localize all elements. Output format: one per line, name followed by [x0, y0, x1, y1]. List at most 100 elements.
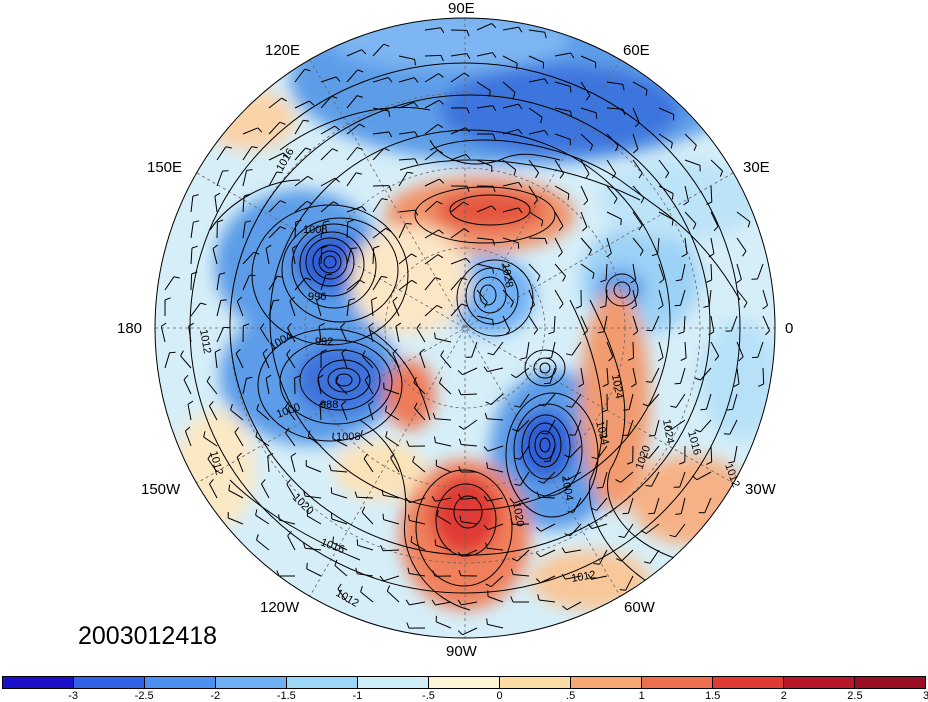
wind-barb-feather: [674, 304, 681, 307]
wind-barb: [549, 367, 556, 384]
wind-barb-feather: [255, 509, 258, 516]
wind-barb: [658, 185, 674, 194]
wind-barb: [346, 172, 357, 187]
wind-barb-feather: [492, 239, 495, 246]
wind-barb: [471, 341, 478, 358]
wind-barb-feather: [368, 322, 374, 328]
wind-barb-feather: [368, 400, 374, 406]
wind-barb: [361, 355, 374, 369]
wind-barb-feather: [388, 110, 391, 117]
wind-barb: [710, 185, 713, 203]
wind-barb-feather: [437, 254, 444, 259]
wind-barb-feather: [514, 457, 521, 460]
wind-barb-feather: [537, 594, 540, 601]
wind-barb-feather: [700, 408, 707, 411]
wind-barb-feather: [518, 182, 523, 188]
wind-barb-feather: [273, 299, 280, 302]
wind-barb: [190, 222, 194, 239]
wind-barb: [546, 419, 556, 435]
wind-barb-feather: [440, 27, 445, 34]
wind-barb: [544, 393, 556, 407]
wind-barb: [502, 26, 519, 31]
wind-barb: [680, 367, 686, 384]
wind-barb-feather: [438, 377, 443, 384]
wind-barb-feather: [544, 32, 547, 39]
wind-barb-feather: [535, 552, 541, 558]
wind-barb-feather: [596, 486, 603, 489]
wind-barb: [256, 409, 270, 421]
wind-barb: [216, 274, 220, 291]
wind-barb: [320, 76, 337, 83]
wind-barb-feather: [335, 76, 341, 82]
wind-barb-feather: [438, 99, 444, 105]
wind-barb-feather: [407, 171, 414, 174]
wind-barb: [632, 341, 634, 359]
wind-barb: [605, 289, 608, 307]
wind-barb-feather: [765, 330, 770, 336]
wind-barb-feather: [187, 400, 194, 405]
wind-barb: [216, 300, 222, 317]
wind-barb: [731, 315, 738, 332]
wind-barb-feather: [492, 52, 497, 58]
wind-barb: [487, 367, 504, 373]
wind-barb: [416, 328, 426, 343]
wind-barb: [605, 419, 608, 437]
wind-barb: [574, 419, 582, 436]
wind-barb-feather: [483, 524, 489, 531]
wind-barb: [294, 200, 308, 213]
wind-barb-feather: [219, 272, 226, 275]
wind-barb: [390, 458, 400, 473]
wind-barb-feather: [304, 68, 311, 72]
wind-barb-feather: [259, 323, 265, 329]
wind-barb: [435, 601, 452, 606]
wind-barb: [346, 123, 360, 135]
wind-barb-feather: [600, 279, 607, 283]
wind-barb-feather: [414, 158, 419, 165]
wind-barb: [654, 419, 660, 436]
wind-barb: [306, 465, 322, 473]
wind-barb-feather: [316, 296, 322, 302]
wind-barb-feather: [161, 322, 167, 327]
wind-barb: [571, 341, 582, 356]
wind-barb: [413, 382, 426, 395]
wind-barb-feather: [290, 452, 297, 457]
wind-barb: [450, 72, 465, 83]
wind-barb: [710, 263, 713, 281]
wind-barb: [658, 107, 674, 115]
wind-barb: [256, 539, 270, 551]
wind-barb-feather: [533, 329, 538, 335]
wind-barb-feather: [209, 400, 214, 407]
wind-barb-feather: [307, 175, 314, 180]
wind-barb: [305, 495, 322, 499]
wind-barb: [335, 382, 348, 395]
wind-barb: [528, 107, 543, 118]
colorbar-tick-label: 2: [780, 690, 787, 702]
wind-barb: [525, 341, 530, 358]
wind-barb-feather: [355, 172, 362, 175]
wind-barb-feather: [303, 542, 306, 549]
wind-barb: [265, 248, 270, 265]
wind-barb-feather: [679, 461, 685, 465]
wind-barb-feather: [439, 178, 445, 184]
wind-barb-feather: [514, 483, 521, 486]
wind-barb: [437, 515, 452, 525]
wind-barb: [320, 148, 333, 161]
wind-barb: [306, 568, 322, 577]
wind-barb: [214, 196, 218, 213]
wind-barb-feather: [191, 271, 198, 275]
wind-barb-feather: [670, 142, 673, 149]
wind-barb-feather: [334, 177, 340, 183]
wind-barb-feather: [331, 95, 338, 99]
wind-barb-feather: [214, 348, 221, 353]
lon-label-0: 0: [785, 320, 794, 337]
wind-barb: [203, 436, 218, 447]
wind-barb-feather: [457, 630, 463, 636]
wind-barb-feather: [307, 430, 311, 437]
wind-barb: [332, 438, 348, 447]
wind-barb-feather: [583, 200, 589, 206]
contour-label: 1024: [660, 418, 676, 444]
wind-barb-feather: [413, 376, 417, 383]
wind-barb: [710, 159, 723, 172]
wind-barb: [684, 159, 701, 166]
wind-barb: [538, 496, 556, 499]
